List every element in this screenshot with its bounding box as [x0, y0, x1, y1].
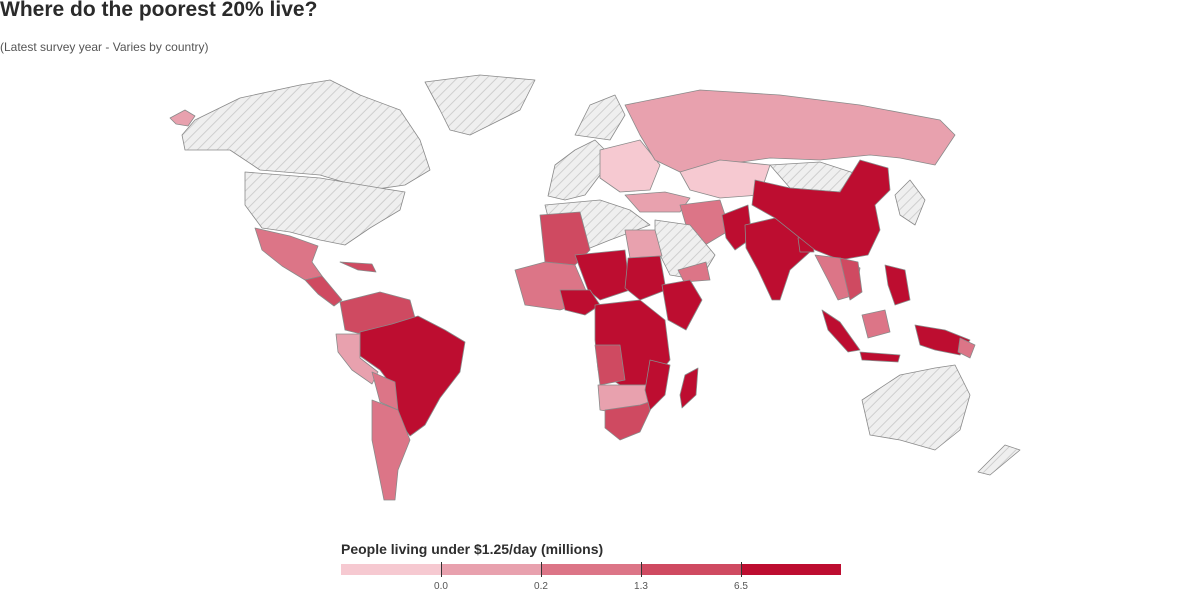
region-australia[interactable]: [861, 364, 971, 451]
region-usa[interactable]: [244, 171, 406, 246]
map-title: Where do the poorest 20% live?: [0, 0, 318, 21]
region-sudan[interactable]: [624, 255, 667, 301]
region-afghanistan-pakistan[interactable]: [721, 204, 753, 251]
region-brazil[interactable]: [359, 315, 466, 437]
region-alaska[interactable]: [169, 109, 196, 127]
region-argentina-chile[interactable]: [371, 399, 411, 501]
region-china[interactable]: [751, 159, 891, 261]
region-png[interactable]: [957, 337, 976, 359]
region-egypt[interactable]: [624, 229, 663, 259]
legend-tick-2: [541, 562, 542, 577]
legend-label-2: 0.2: [534, 581, 548, 592]
region-caribbean[interactable]: [339, 261, 377, 273]
region-philippines[interactable]: [884, 264, 911, 306]
region-japan-korea[interactable]: [894, 179, 926, 226]
legend-swatch-3: [541, 564, 641, 575]
legend-tick-4: [741, 562, 742, 577]
region-south-africa[interactable]: [604, 399, 656, 441]
region-europe-east[interactable]: [599, 139, 661, 193]
legend-label-1: 0.0: [434, 581, 448, 592]
legend-swatch-4: [641, 564, 741, 575]
region-mozambique[interactable]: [644, 359, 671, 411]
region-nigeria[interactable]: [559, 289, 601, 316]
region-greenland[interactable]: [424, 74, 536, 136]
region-central-america[interactable]: [304, 275, 343, 307]
region-new-zealand[interactable]: [977, 444, 1021, 476]
region-scandinavia[interactable]: [574, 94, 626, 141]
legend-swatch-5: [741, 564, 841, 575]
region-niger-chad[interactable]: [574, 249, 631, 301]
world-map: [169, 74, 1021, 501]
region-vietnam[interactable]: [839, 257, 863, 301]
region-madagascar[interactable]: [679, 367, 699, 409]
legend-color-scale: [341, 564, 841, 575]
region-borneo[interactable]: [861, 309, 891, 339]
legend: People living under $1.25/day (millions)…: [341, 541, 851, 601]
region-yemen[interactable]: [677, 261, 711, 283]
region-turkey-caucasus[interactable]: [624, 191, 691, 213]
region-angola[interactable]: [594, 344, 626, 386]
region-canada[interactable]: [181, 79, 431, 191]
legend-label-3: 1.3: [634, 581, 648, 592]
map-subtitle: (Latest survey year - Varies by country): [0, 40, 209, 54]
legend-swatch-2: [441, 564, 541, 575]
legend-title: People living under $1.25/day (millions): [341, 541, 604, 557]
region-sumatra[interactable]: [821, 309, 861, 353]
legend-swatch-1: [341, 564, 441, 575]
region-sulawesi-papua[interactable]: [914, 324, 971, 356]
region-java[interactable]: [859, 351, 901, 363]
legend-label-4: 6.5: [734, 581, 748, 592]
region-russia[interactable]: [624, 89, 956, 173]
region-horn[interactable]: [661, 279, 703, 331]
legend-tick-3: [641, 562, 642, 577]
legend-tick-1: [441, 562, 442, 577]
